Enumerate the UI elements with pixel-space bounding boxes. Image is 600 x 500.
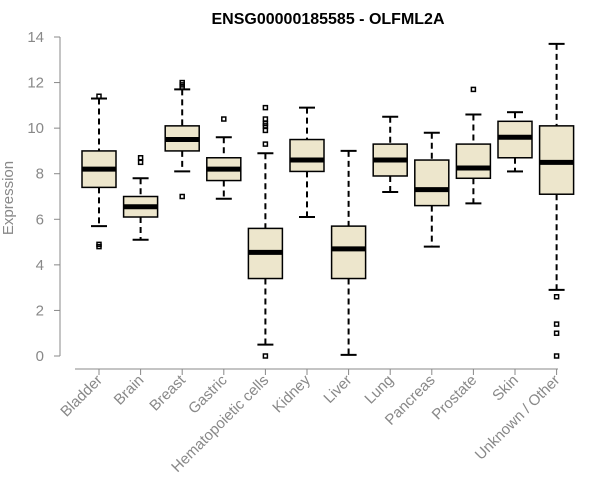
chart-title: ENSG00000185585 - OLFML2A — [212, 11, 445, 28]
outlier-point — [137, 155, 144, 161]
box-group — [289, 106, 325, 219]
y-tick-label: 14 — [27, 29, 44, 46]
box-group — [330, 149, 367, 356]
outlier-point — [96, 93, 102, 99]
outlier-point — [262, 141, 269, 147]
x-tick-label: Brain — [111, 372, 148, 409]
box-group — [372, 115, 408, 193]
outlier-point — [262, 353, 269, 359]
outlier-point — [553, 353, 560, 359]
y-tick-label: 12 — [27, 75, 44, 92]
outlier-point — [470, 86, 477, 93]
box-group — [497, 111, 533, 173]
box-group — [538, 42, 575, 359]
plot-area — [81, 42, 575, 359]
box-group — [81, 93, 117, 250]
box-group — [164, 79, 200, 200]
y-tick-label: 8 — [36, 166, 44, 183]
y-tick-label: 2 — [36, 302, 44, 319]
iqr-box — [330, 225, 367, 280]
y-axis-label: Expression — [0, 161, 17, 235]
box-group — [414, 131, 450, 248]
outlier-point — [96, 241, 102, 248]
box-group — [455, 86, 492, 205]
x-tick-label: Liver — [320, 372, 355, 407]
y-axis: 0 2 4 6 8 10 12 14 — [27, 29, 60, 365]
outlier-point — [137, 159, 144, 166]
x-tick-label: Prostate — [429, 372, 481, 424]
x-tick-label: Lung — [361, 372, 397, 408]
x-tick-label: Skin — [489, 372, 522, 405]
outlier-point — [262, 127, 269, 134]
outlier-point — [179, 79, 185, 86]
y-tick-label: 10 — [27, 120, 44, 137]
outlier-point — [262, 116, 269, 122]
outlier-point — [221, 116, 227, 122]
x-tick-label: Breast — [146, 371, 189, 414]
outlier-point — [553, 321, 560, 327]
x-tick-label: Kidney — [269, 371, 314, 416]
outlier-point — [553, 294, 560, 300]
outlier-point — [553, 330, 560, 336]
iqr-box — [289, 138, 325, 173]
box-group — [247, 104, 284, 359]
outlier-point — [179, 193, 185, 200]
x-tick-label: Bladder — [57, 372, 106, 421]
box-group — [206, 116, 242, 200]
y-tick-label: 6 — [36, 211, 44, 228]
y-tick-label: 0 — [36, 348, 44, 365]
iqr-box — [455, 143, 492, 180]
iqr-box — [414, 159, 450, 207]
outlier-point — [262, 104, 269, 111]
y-tick-label: 4 — [36, 257, 44, 274]
box-group — [122, 155, 159, 241]
